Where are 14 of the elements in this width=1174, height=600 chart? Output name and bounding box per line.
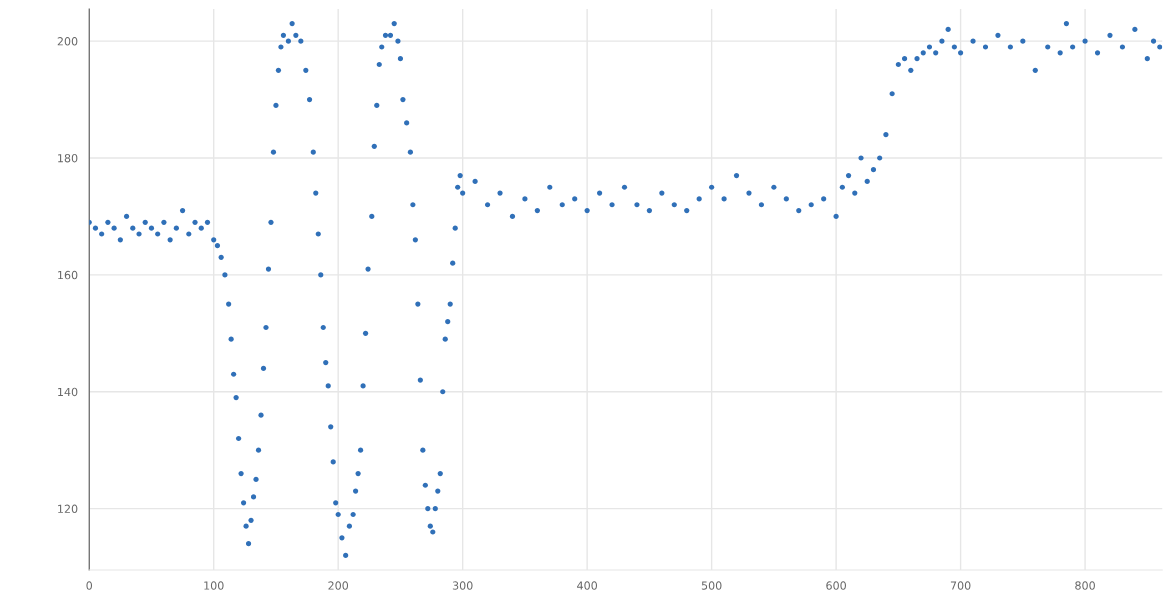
x-tick-label: 400 xyxy=(577,581,598,590)
y-tick-label: 140 xyxy=(58,387,78,397)
x-tick-label: 0 xyxy=(86,581,93,590)
x-tick-label: 300 xyxy=(452,581,473,590)
y-tick-label: 120 xyxy=(58,504,78,514)
x-tick-label: 100 xyxy=(204,581,224,590)
x-tick-label: 700 xyxy=(950,581,971,590)
x-tick-label: 800 xyxy=(1075,581,1095,590)
x-tick-label: 200 xyxy=(328,581,349,590)
y-tick-label: 200 xyxy=(57,37,78,46)
y-tick-label: 160 xyxy=(58,270,78,280)
x-tick-label: 500 xyxy=(701,581,722,590)
x-tick-label: 600 xyxy=(826,581,846,590)
y-tick-label: 180 xyxy=(58,153,78,163)
